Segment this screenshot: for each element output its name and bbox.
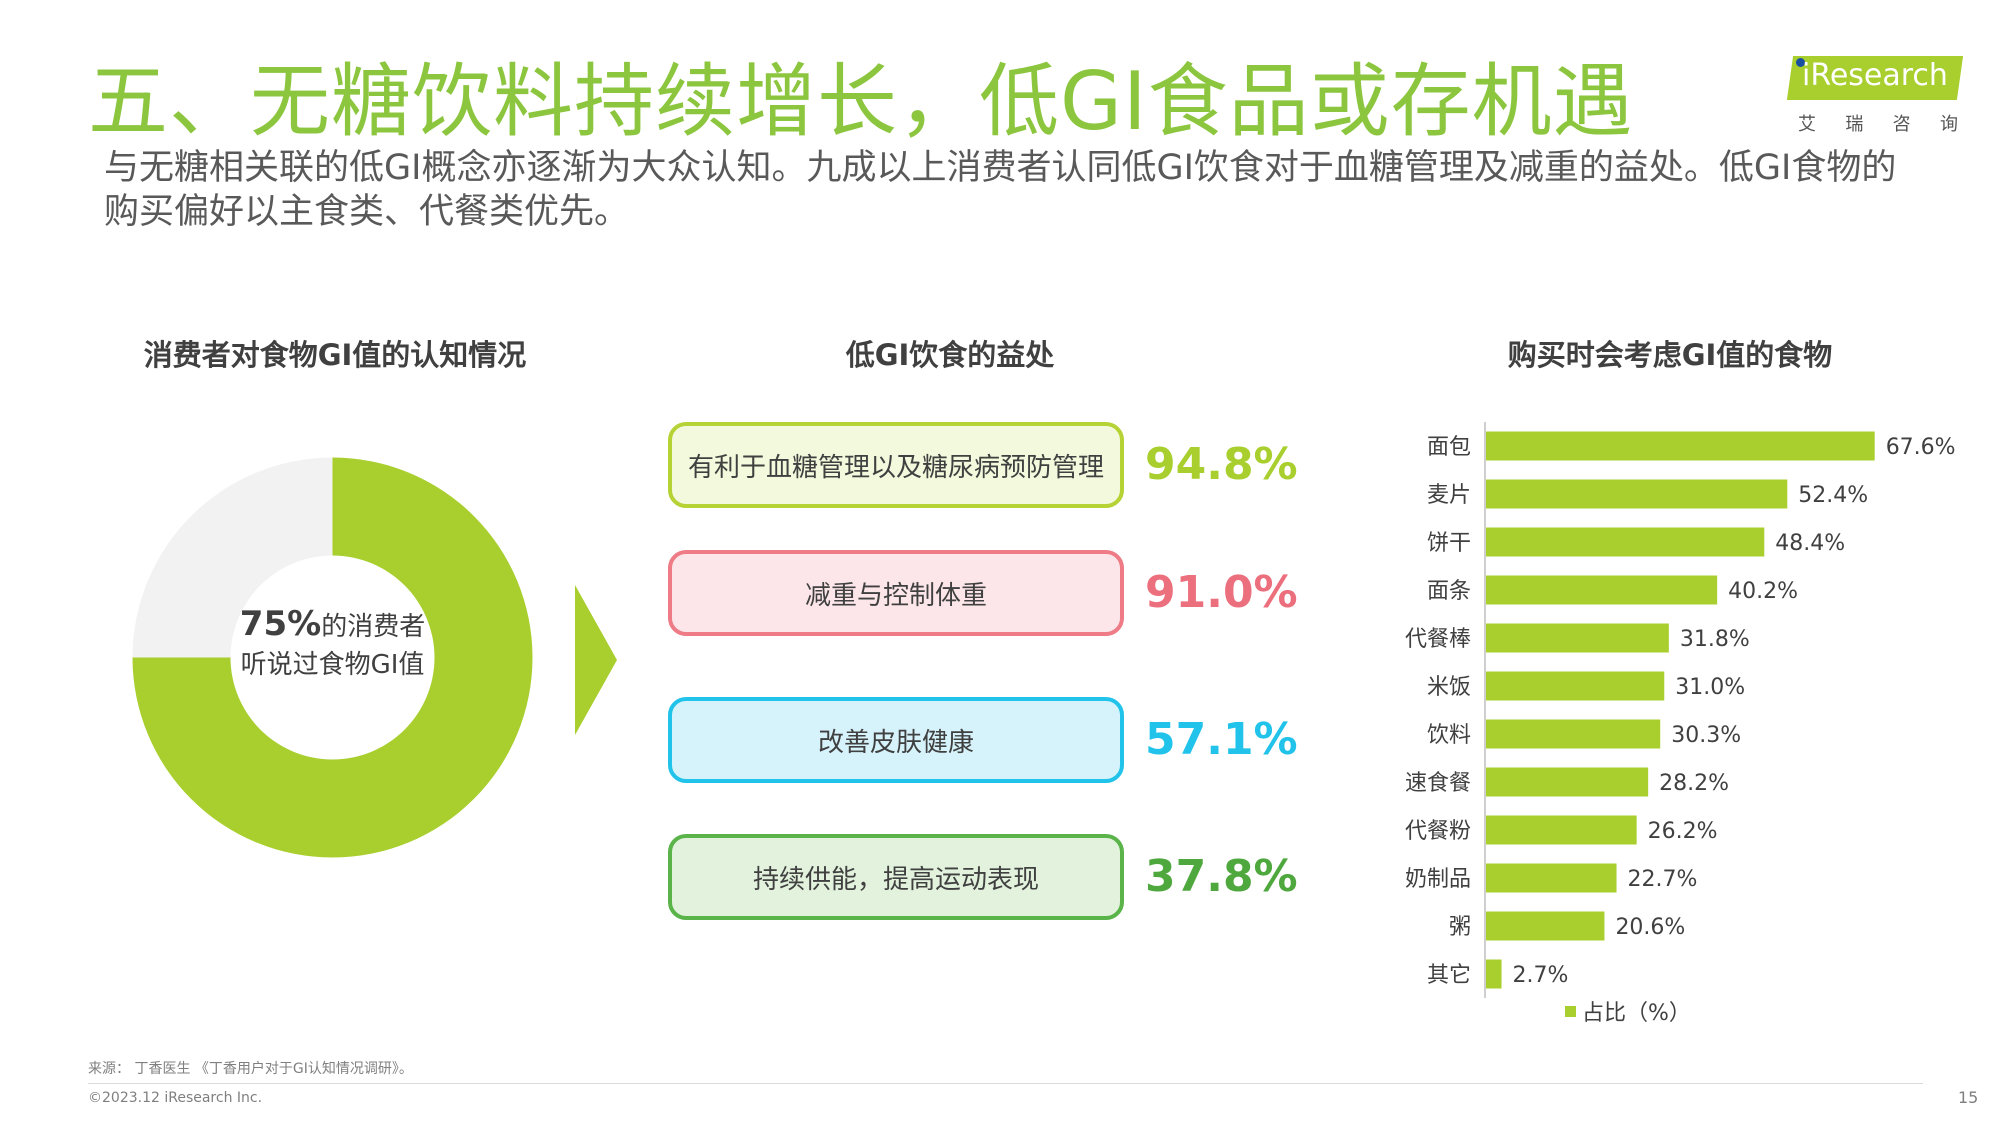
benefit-pct: 37.8% <box>1145 851 1298 902</box>
legend-swatch <box>1565 1005 1576 1017</box>
bar <box>1486 431 1875 461</box>
logo-cn-char: 瑞 <box>1845 114 1864 135</box>
logo-cn: 艾 瑞 咨 询 <box>1798 110 1958 136</box>
bar <box>1486 863 1617 893</box>
benefit-pct: 94.8% <box>1145 439 1298 490</box>
value-label: 30.3% <box>1671 723 1741 748</box>
category-label: 速食餐 <box>1405 771 1471 796</box>
benefit-pct: 57.1% <box>1145 714 1298 765</box>
foods-title: 购买时会考虑GI值的食物 <box>1507 338 1833 372</box>
category-label: 面包 <box>1427 435 1471 460</box>
bar <box>1486 911 1605 941</box>
page-subtitle: 与无糖相关联的低GI概念亦逐渐为大众认知。九成以上消费者认同低GI饮食对于血糖管… <box>104 148 1897 232</box>
footer-divider <box>88 1083 1923 1084</box>
category-label: 代餐棒 <box>1405 627 1471 652</box>
donut-center-line2: 听说过食物GI值 <box>240 650 425 680</box>
bar <box>1486 479 1788 509</box>
logo-text: iResearch <box>1802 58 1948 93</box>
category-label: 饼干 <box>1427 531 1471 556</box>
bar <box>1486 623 1669 653</box>
logo-cn-char: 咨 <box>1892 114 1911 135</box>
value-label: 67.6% <box>1886 435 1956 460</box>
chart-legend: 占比（%） <box>1565 995 1691 1027</box>
value-label: 48.4% <box>1775 531 1845 556</box>
bar <box>1486 575 1718 605</box>
category-label: 米饭 <box>1427 675 1471 700</box>
donut-slice <box>132 457 533 858</box>
category-label: 代餐粉 <box>1405 819 1471 844</box>
bar <box>1486 671 1665 701</box>
benefit-pct: 91.0% <box>1145 567 1298 618</box>
page-title: 五、无糖饮料持续增长，低GI食品或存机遇 <box>88 55 1634 148</box>
value-label: 28.2% <box>1659 771 1729 796</box>
benefit-box: 减重与控制体重 <box>668 550 1124 636</box>
donut-center-text: 75%的消费者 听说过食物GI值 <box>130 605 535 684</box>
category-label: 饮料 <box>1427 723 1471 748</box>
benefit-box: 持续供能，提高运动表现 <box>668 834 1124 920</box>
donut-center-line1: 的消费者 <box>321 612 426 642</box>
bar <box>1486 959 1502 989</box>
bar <box>1486 719 1661 749</box>
iresearch-logo: iResearch 艾 瑞 咨 询 <box>1786 50 1965 140</box>
logo-dot-icon <box>1796 58 1805 67</box>
value-label: 52.4% <box>1798 483 1868 508</box>
value-label: 31.8% <box>1680 627 1750 652</box>
donut-center-pct: 75% <box>239 604 322 644</box>
copyright: ©2023.12 iResearch Inc. <box>88 1090 263 1106</box>
category-label: 奶制品 <box>1405 867 1471 892</box>
value-label: 40.2% <box>1728 579 1798 604</box>
benefits-title: 低GI饮食的益处 <box>845 338 1055 372</box>
value-label: 31.0% <box>1675 675 1745 700</box>
foods-bar-chart: 面包 67.6% 麦片 52.4% 饼干 48.4% 面条 40.2% 代餐棒 31.8% 米饭 31… <box>1405 422 1956 998</box>
value-label: 20.6% <box>1615 915 1685 940</box>
awareness-title: 消费者对食物GI值的认知情况 <box>143 338 527 372</box>
category-label: 面条 <box>1427 579 1471 604</box>
source-note: 来源： 丁香医生 《丁香用户对于GI认知情况调研》。 <box>88 1061 413 1077</box>
logo-cn-char: 艾 <box>1798 114 1816 135</box>
bar <box>1486 527 1765 557</box>
category-label: 麦片 <box>1427 483 1471 508</box>
bar <box>1486 815 1637 845</box>
value-label: 26.2% <box>1648 819 1718 844</box>
donut-slice <box>132 457 333 658</box>
category-label: 粥 <box>1449 915 1471 940</box>
benefit-box: 有利于血糖管理以及糖尿病预防管理 <box>668 422 1124 508</box>
benefit-box: 改善皮肤健康 <box>668 697 1124 783</box>
value-label: 22.7% <box>1628 867 1698 892</box>
logo-cn-char: 询 <box>1939 114 1958 135</box>
category-label: 其它 <box>1427 963 1471 988</box>
bar <box>1486 767 1649 797</box>
awareness-donut-chart <box>132 457 533 858</box>
page-number: 15 <box>1958 1088 1979 1107</box>
value-label: 2.7% <box>1513 963 1569 988</box>
legend-label: 占比（%） <box>1582 1001 1691 1026</box>
arrow-right-icon <box>575 585 617 735</box>
